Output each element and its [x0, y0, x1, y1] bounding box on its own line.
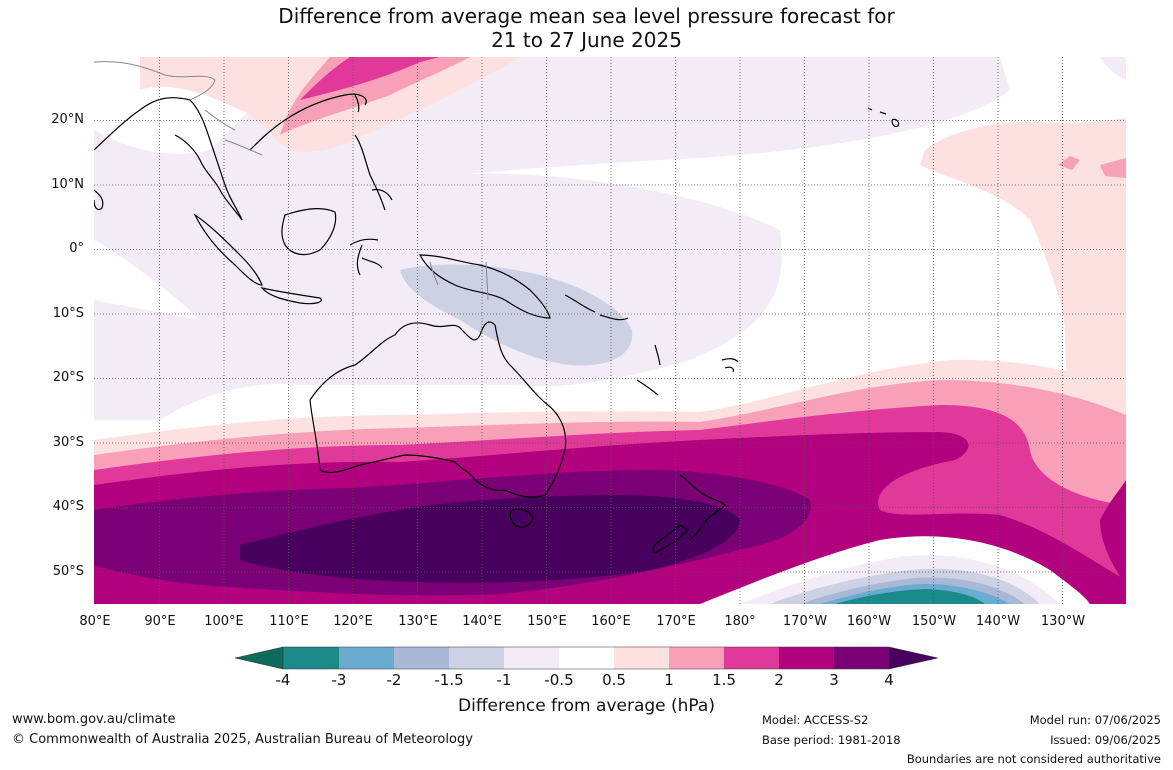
copyright-text: © Commonwealth of Australia 2025, Austra… — [12, 732, 473, 747]
boundaries-disclaimer: Boundaries are not considered authoritat… — [906, 752, 1161, 766]
anomaly-core-positive-4 — [240, 495, 740, 583]
fiji-outline — [721, 358, 739, 373]
lon-label-120e: 120°E — [333, 614, 373, 629]
colorbar-segment — [449, 647, 504, 669]
graticule — [94, 57, 1126, 604]
map-title: Difference from average mean sea level p… — [0, 4, 1173, 52]
lon-label-170w: 170°W — [782, 614, 828, 629]
anomaly-region-negative-weak-nepac — [1100, 57, 1126, 80]
neutral-gap-1 — [94, 240, 200, 320]
anomaly-region-positive-15-nw — [300, 57, 440, 100]
anomaly-region-negative-moderate — [400, 264, 633, 366]
colorbar-segment — [559, 647, 614, 669]
base-period: Base period: 1981-2018 — [762, 733, 901, 747]
lon-label-110e: 110°E — [269, 614, 309, 629]
new-caledonia-outline — [636, 379, 659, 396]
title-line-2: 21 to 27 June 2025 — [491, 28, 682, 52]
lon-label-150w: 150°W — [911, 614, 957, 629]
lon-label-140e: 140°E — [462, 614, 502, 629]
anomaly-region-positive-weak-ne — [920, 118, 1126, 411]
new-guinea-outline — [418, 254, 551, 319]
colorbar-segment — [394, 647, 449, 669]
pressure-anomaly-map — [94, 57, 1126, 604]
anomaly-region-se-negative-3 — [835, 589, 985, 604]
colorbar-tick-4: 4 — [884, 671, 894, 689]
lon-label-130w: 130°W — [1040, 614, 1086, 629]
colorbar-segment — [339, 647, 394, 669]
colorbar-tick-m2: -2 — [386, 671, 402, 689]
model-name: Model: ACCESS-S2 — [762, 713, 869, 727]
colorbar-border — [282, 646, 890, 670]
borneo-outline — [281, 207, 337, 256]
colorbar-segment — [834, 647, 889, 669]
colorbar-segment — [504, 647, 559, 669]
colorbar-tick-1: 1 — [664, 671, 674, 689]
taiwan-outline — [354, 94, 360, 113]
colorbar-segment — [724, 647, 779, 669]
anomaly-band-positive-2-east — [1100, 480, 1126, 585]
colorbar-under-triangle — [234, 646, 284, 670]
issued-date: Issued: 09/06/2025 — [1050, 733, 1161, 747]
mainland-asia-outline — [94, 93, 367, 221]
lon-label-150e: 150°E — [527, 614, 567, 629]
coastlines — [94, 93, 900, 554]
colorbar-segment — [779, 647, 834, 669]
lat-label-20n: 20°N — [51, 112, 84, 127]
new-zealand-outline — [679, 474, 726, 541]
lat-label-10s: 10°S — [52, 306, 84, 321]
java-outline — [260, 287, 322, 305]
anomaly-region-negative-weak-north — [560, 57, 1000, 156]
colorbar-segment — [669, 647, 724, 669]
lat-label-20s: 20°S — [52, 370, 84, 385]
colorbar-tick-m3: -3 — [331, 671, 347, 689]
colorbar-tick-3: 3 — [829, 671, 839, 689]
colorbar-tick-m05: -0.5 — [544, 671, 574, 689]
colorbar-tick-m15: -1.5 — [434, 671, 464, 689]
lon-label-170e: 170°E — [656, 614, 696, 629]
sumatra-outline — [193, 213, 263, 286]
lat-label-50s: 50°S — [52, 564, 84, 579]
anomaly-region-positive-1-ne-a — [1058, 156, 1080, 170]
solomon-islands-outline — [564, 294, 629, 321]
anomaly-region-positive-1-ne-b — [1100, 158, 1126, 178]
lon-label-130e: 130°E — [398, 614, 438, 629]
australia-outline — [309, 321, 567, 498]
colorbar-title: Difference from average (hPa) — [458, 696, 715, 716]
lat-label-10n: 10°N — [51, 177, 84, 192]
colorbar-tick-15: 1.5 — [712, 671, 736, 689]
colorbar-tick-2: 2 — [774, 671, 784, 689]
lat-label-30s: 30°S — [52, 435, 84, 450]
colorbar-tick-05: 0.5 — [602, 671, 626, 689]
vanuatu-outline — [654, 344, 661, 366]
title-line-1: Difference from average mean sea level p… — [278, 4, 895, 28]
new-zealand-south-outline — [652, 524, 689, 554]
philippines-outline — [354, 134, 393, 211]
lon-label-80e: 80°E — [79, 614, 111, 629]
model-run-date: Model run: 07/06/2025 — [1029, 713, 1161, 727]
lon-label-90e: 90°E — [144, 614, 176, 629]
country-borders — [94, 61, 489, 301]
colorbar-over-triangle — [888, 646, 939, 670]
website-link[interactable]: www.bom.gov.au/climate — [12, 712, 176, 727]
colorbar-segment — [614, 647, 669, 669]
colorbar-segment — [283, 647, 339, 669]
tasmania-outline — [509, 508, 534, 528]
lon-label-140w: 140°W — [975, 614, 1021, 629]
lon-label-180: 180° — [724, 614, 756, 629]
colorbar-tick-m1: -1 — [496, 671, 512, 689]
lon-label-160w: 160°W — [846, 614, 892, 629]
lon-label-160e: 160°E — [591, 614, 631, 629]
lat-label-0: 0° — [69, 241, 84, 256]
sri-lanka-outline — [94, 189, 104, 211]
colorbar-tick-m4: -4 — [275, 671, 291, 689]
lon-label-100e: 100°E — [204, 614, 244, 629]
sulawesi-outline — [349, 238, 383, 276]
lat-label-40s: 40°S — [52, 499, 84, 514]
